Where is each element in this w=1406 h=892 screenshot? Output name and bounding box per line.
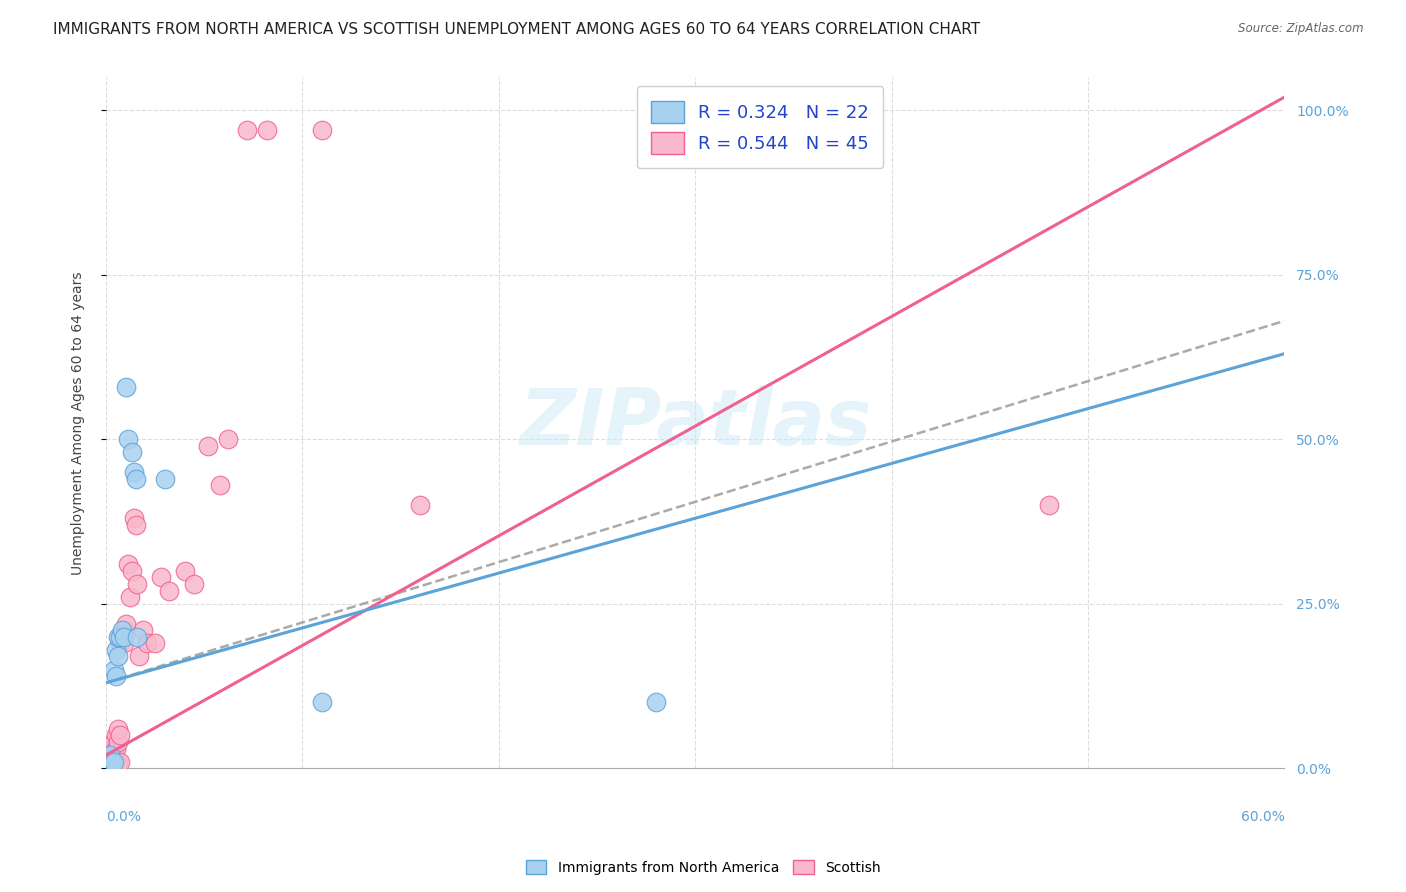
Point: [117, 432, 139, 446]
Point: [409, 498, 432, 512]
Point: [101, 755, 124, 769]
Point: [103, 755, 125, 769]
Point: [111, 623, 134, 637]
Legend: R = 0.324   N = 22, R = 0.544   N = 45: R = 0.324 N = 22, R = 0.544 N = 45: [637, 87, 883, 169]
Point: [117, 558, 139, 572]
Point: [97, 755, 120, 769]
Point: [1038, 498, 1060, 512]
Point: [104, 741, 127, 756]
Point: [98, 755, 121, 769]
Point: [97, 755, 120, 769]
Point: [108, 755, 131, 769]
Point: [157, 583, 180, 598]
Point: [104, 643, 127, 657]
Point: [107, 630, 129, 644]
Point: [118, 591, 141, 605]
Point: [108, 636, 131, 650]
Point: [101, 748, 124, 763]
Point: [97, 755, 120, 769]
Point: [143, 636, 166, 650]
Point: [103, 735, 125, 749]
Point: [107, 722, 129, 736]
Point: [111, 630, 134, 644]
Point: [124, 472, 146, 486]
Point: [136, 636, 159, 650]
Point: [645, 696, 668, 710]
Point: [108, 728, 131, 742]
Point: [121, 564, 143, 578]
Point: [150, 570, 173, 584]
Point: [208, 478, 231, 492]
Point: [103, 755, 125, 769]
Point: [217, 432, 239, 446]
Point: [103, 741, 125, 756]
Point: [101, 755, 124, 769]
Point: [107, 755, 129, 769]
Point: [236, 123, 259, 137]
Point: [256, 123, 278, 137]
Point: [311, 123, 333, 137]
Point: [173, 564, 195, 578]
Text: IMMIGRANTS FROM NORTH AMERICA VS SCOTTISH UNEMPLOYMENT AMONG AGES 60 TO 64 YEARS: IMMIGRANTS FROM NORTH AMERICA VS SCOTTIS…: [53, 22, 980, 37]
Point: [104, 669, 127, 683]
Point: [121, 445, 143, 459]
Point: [183, 577, 205, 591]
Point: [311, 696, 333, 710]
Point: [114, 379, 136, 393]
Legend: Immigrants from North America, Scottish: Immigrants from North America, Scottish: [520, 855, 886, 880]
Text: ZIPatlas: ZIPatlas: [519, 384, 872, 461]
Point: [101, 741, 124, 756]
Point: [112, 623, 135, 637]
Text: 60.0%: 60.0%: [1240, 810, 1285, 823]
Point: [98, 755, 121, 769]
Point: [107, 649, 129, 664]
Point: [153, 472, 176, 486]
Text: 0.0%: 0.0%: [105, 810, 141, 823]
Point: [127, 630, 149, 644]
Point: [132, 623, 155, 637]
Point: [197, 439, 219, 453]
Point: [122, 465, 145, 479]
Point: [124, 517, 146, 532]
Text: Source: ZipAtlas.com: Source: ZipAtlas.com: [1239, 22, 1364, 36]
Point: [114, 616, 136, 631]
Point: [128, 649, 150, 664]
Point: [127, 577, 149, 591]
Point: [103, 663, 125, 677]
Point: [104, 728, 127, 742]
Point: [98, 748, 121, 763]
Y-axis label: Unemployment Among Ages 60 to 64 years: Unemployment Among Ages 60 to 64 years: [72, 271, 86, 574]
Point: [112, 636, 135, 650]
Point: [112, 630, 135, 644]
Point: [98, 748, 121, 763]
Point: [108, 630, 131, 644]
Point: [104, 755, 127, 769]
Point: [122, 511, 145, 525]
Point: [107, 735, 129, 749]
